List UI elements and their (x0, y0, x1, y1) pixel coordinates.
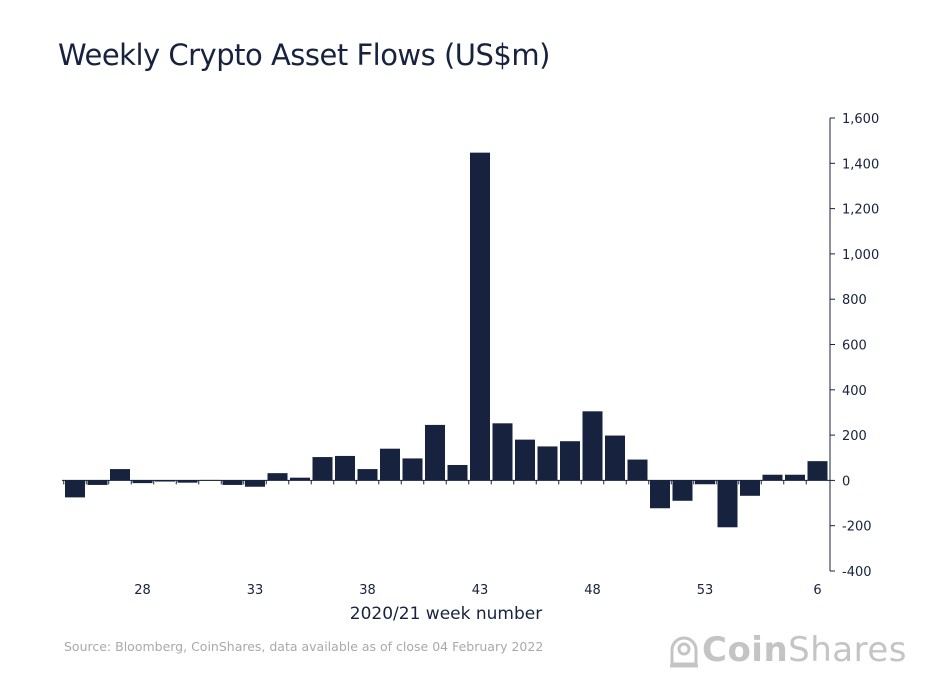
bar (740, 480, 760, 496)
logo-text: CoinShares (702, 630, 907, 670)
y-tick-label: 200 (842, 429, 867, 444)
bar (672, 480, 693, 501)
bar (87, 480, 108, 485)
y-tick-label: 600 (842, 339, 867, 354)
bar (492, 423, 513, 481)
bar (245, 480, 265, 487)
bar (717, 480, 738, 528)
bar (650, 480, 670, 509)
y-tick-label: 1,000 (842, 248, 879, 263)
bar (560, 441, 580, 481)
y-tick-label: -200 (842, 520, 872, 535)
bar (357, 469, 378, 481)
y-tick-label: 0 (842, 474, 850, 489)
bar (267, 473, 288, 481)
bar (605, 435, 625, 481)
x-tick-label: 53 (697, 583, 714, 598)
bar (785, 474, 805, 481)
y-tick-label: 400 (842, 384, 867, 399)
bar (222, 480, 243, 485)
bar (335, 455, 355, 481)
bar (627, 459, 648, 481)
bar (470, 152, 490, 481)
bar (312, 457, 333, 481)
coinshares-logo: CoinShares (666, 630, 907, 670)
bar (515, 439, 535, 481)
astronaut-helmet-icon (670, 636, 698, 668)
y-tick-label: 800 (842, 293, 867, 308)
logo-text-regular: Shares (788, 630, 908, 670)
y-tick-label: 1,600 (842, 112, 879, 127)
y-tick-label: 1,200 (842, 203, 879, 218)
chart-title: Weekly Crypto Asset Flows (US$m) (58, 38, 550, 72)
bar (425, 424, 445, 481)
bar (762, 474, 783, 481)
x-tick-label: 43 (472, 583, 489, 598)
bar (582, 411, 603, 481)
x-axis-label: 2020/21 week number (350, 604, 542, 624)
bar (132, 480, 153, 484)
x-tick-label: 33 (247, 583, 264, 598)
y-tick-label: 1,400 (842, 157, 879, 172)
bar (537, 446, 558, 481)
x-tick-label: 6 (813, 583, 821, 598)
bar (402, 458, 423, 481)
x-tick-label: 48 (584, 583, 601, 598)
bar (65, 480, 85, 498)
bar (110, 469, 130, 481)
logo-text-bold: Coin (702, 630, 789, 670)
y-tick-label: -400 (842, 565, 872, 580)
bar (380, 448, 400, 481)
bar (695, 480, 715, 485)
x-tick-label: 38 (359, 583, 376, 598)
bar (807, 461, 828, 481)
bar (177, 480, 198, 483)
x-tick-label: 28 (134, 583, 151, 598)
bar (447, 464, 468, 481)
bar (155, 480, 175, 482)
bar (290, 477, 310, 481)
source-note: Source: Bloomberg, CoinShares, data avai… (64, 639, 544, 654)
